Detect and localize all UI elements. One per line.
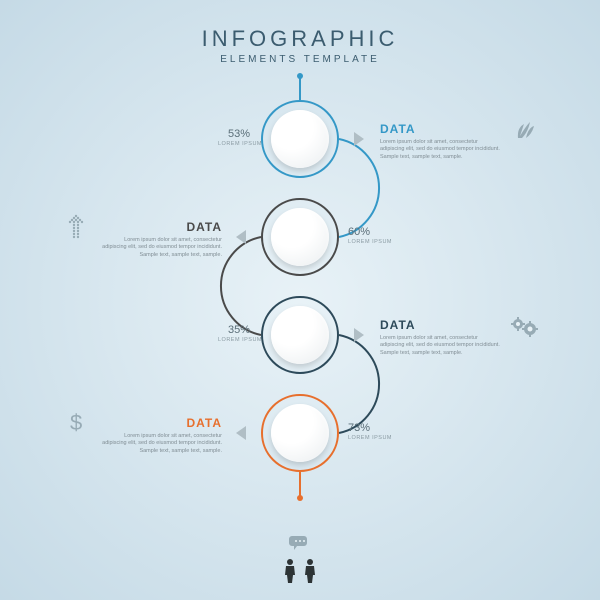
data-body-2: Lorem ipsum dolor sit amet, consectetur … <box>102 237 222 259</box>
infographic-stage: 53% LOREM IPSUM DATA Lorem ipsum dolor s… <box>0 0 600 600</box>
circle-node-4 <box>261 394 339 472</box>
people-icon <box>283 558 317 584</box>
percent-sub-4: LOREM IPSUM <box>348 435 392 441</box>
triangle-4 <box>236 426 246 440</box>
data-block-2: DATA Lorem ipsum dolor sit amet, consect… <box>102 220 222 259</box>
circle-node-3 <box>261 296 339 374</box>
percent-sub-3: LOREM IPSUM <box>218 337 262 343</box>
triangle-2 <box>236 230 246 244</box>
data-body-1: Lorem ipsum dolor sit amet, consectetur … <box>380 139 500 161</box>
dollar-icon: $ <box>70 410 82 436</box>
percent-2: 60% <box>348 226 370 238</box>
data-block-4: DATA Lorem ipsum dolor sit amet, consect… <box>102 416 222 455</box>
circle-inner-2 <box>271 208 329 266</box>
percent-3: 35% <box>228 324 250 336</box>
data-body-3: Lorem ipsum dolor sit amet, consectetur … <box>380 335 500 357</box>
circle-node-1 <box>261 100 339 178</box>
triangle-1 <box>354 132 364 146</box>
data-block-1: DATA Lorem ipsum dolor sit amet, consect… <box>380 122 500 161</box>
circle-inner-4 <box>271 404 329 462</box>
data-body-4: Lorem ipsum dolor sit amet, consectetur … <box>102 433 222 455</box>
data-block-3: DATA Lorem ipsum dolor sit amet, consect… <box>380 318 500 357</box>
circle-node-2 <box>261 198 339 276</box>
gears-icon <box>510 316 540 343</box>
data-title-1: DATA <box>380 122 500 136</box>
circle-inner-1 <box>271 110 329 168</box>
percent-sub-2: LOREM IPSUM <box>348 239 392 245</box>
leaf-icon <box>512 118 538 145</box>
data-title-3: DATA <box>380 318 500 332</box>
triangle-3 <box>354 328 364 342</box>
percent-4: 73% <box>348 422 370 434</box>
percent-sub-1: LOREM IPSUM <box>218 141 262 147</box>
data-title-2: DATA <box>102 220 222 234</box>
speech-bubble-icon <box>289 535 311 556</box>
data-title-4: DATA <box>102 416 222 430</box>
arrow-up-icon <box>64 214 88 245</box>
percent-1: 53% <box>228 128 250 140</box>
circle-inner-3 <box>271 306 329 364</box>
